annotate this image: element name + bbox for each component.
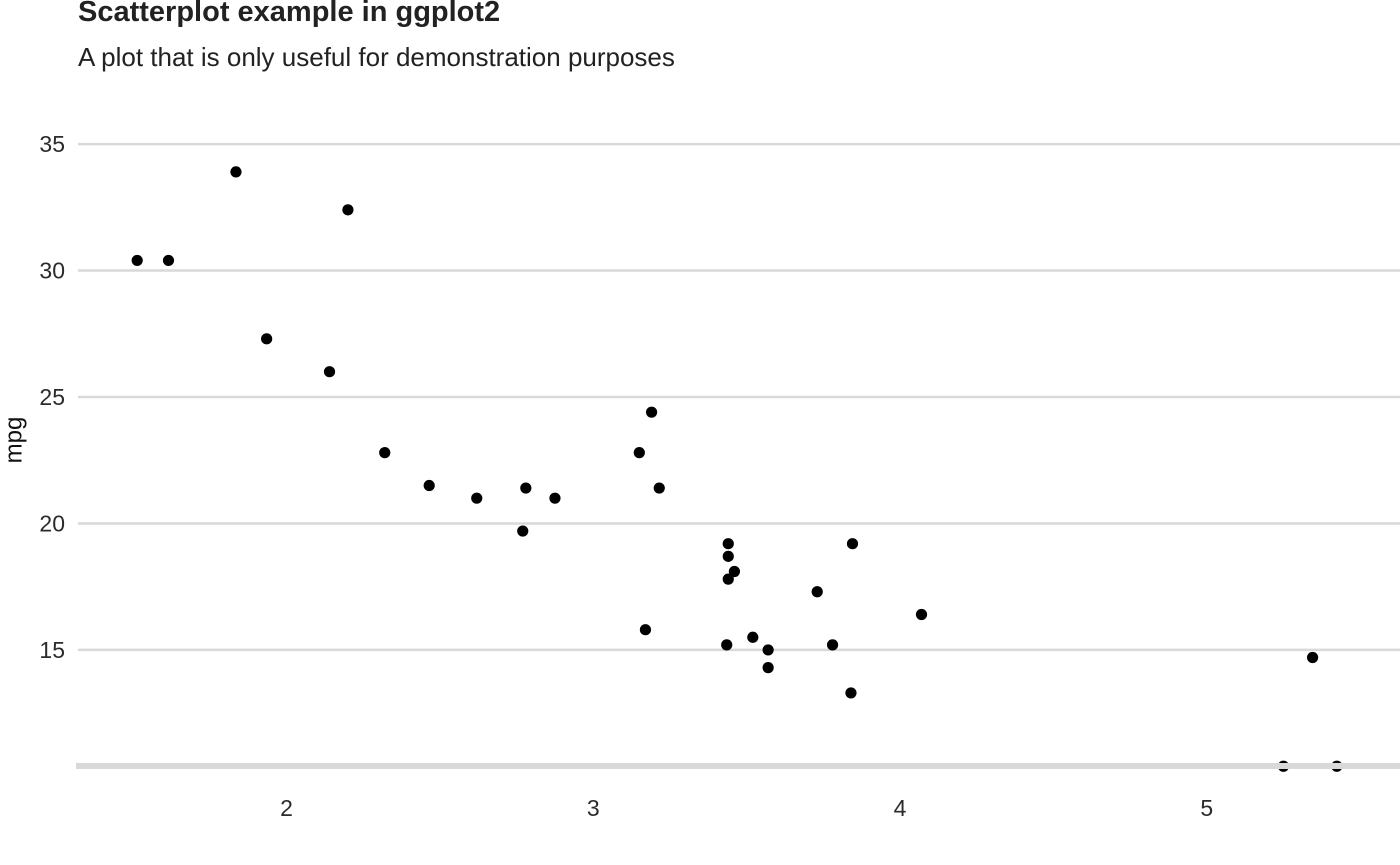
- y-tick-label: 25: [39, 384, 65, 410]
- data-point: [826, 639, 839, 651]
- data-point: [722, 550, 734, 562]
- data-point: [162, 254, 175, 267]
- data-point: [1306, 651, 1319, 664]
- y-tick-label: 15: [39, 637, 65, 663]
- data-point: [762, 644, 774, 656]
- points: [131, 166, 1343, 772]
- data-point: [471, 492, 483, 504]
- y-tick-label: 20: [39, 510, 65, 536]
- gridlines: [78, 142, 1400, 652]
- data-point: [639, 624, 652, 636]
- data-point: [517, 525, 529, 537]
- x-tick-label: 3: [587, 795, 600, 821]
- data-point: [323, 366, 336, 378]
- data-point: [261, 333, 273, 345]
- axes: 15 20 25 30 35 2 3 4 5: [39, 131, 1400, 821]
- data-point: [722, 538, 734, 550]
- data-point: [747, 631, 759, 643]
- data-point: [762, 662, 774, 674]
- data-point: [721, 639, 733, 651]
- x-tick-label: 5: [1200, 795, 1213, 821]
- y-tick-label: 30: [39, 258, 65, 284]
- data-point: [423, 479, 435, 492]
- data-point: [342, 204, 354, 216]
- data-point: [645, 406, 658, 418]
- data-point: [379, 447, 391, 459]
- data-point: [230, 166, 242, 178]
- data-point: [728, 565, 740, 578]
- x-tick-label: 4: [894, 795, 907, 821]
- data-point: [811, 586, 823, 598]
- data-point: [131, 254, 143, 267]
- data-point: [845, 687, 857, 699]
- data-point: [915, 608, 928, 621]
- data-point: [633, 447, 645, 459]
- data-point: [549, 492, 561, 504]
- data-point: [846, 538, 859, 550]
- y-tick-label: 35: [39, 131, 65, 157]
- chart-subtitle: A plot that is only useful for demonstra…: [78, 42, 675, 72]
- x-tick-label: 2: [280, 795, 293, 821]
- data-point: [722, 573, 734, 585]
- data-point: [653, 482, 665, 494]
- data-point: [520, 482, 532, 494]
- y-axis-title: mpg: [1, 417, 28, 464]
- chart-title: Scatterplot example in ggplot2: [78, 0, 501, 28]
